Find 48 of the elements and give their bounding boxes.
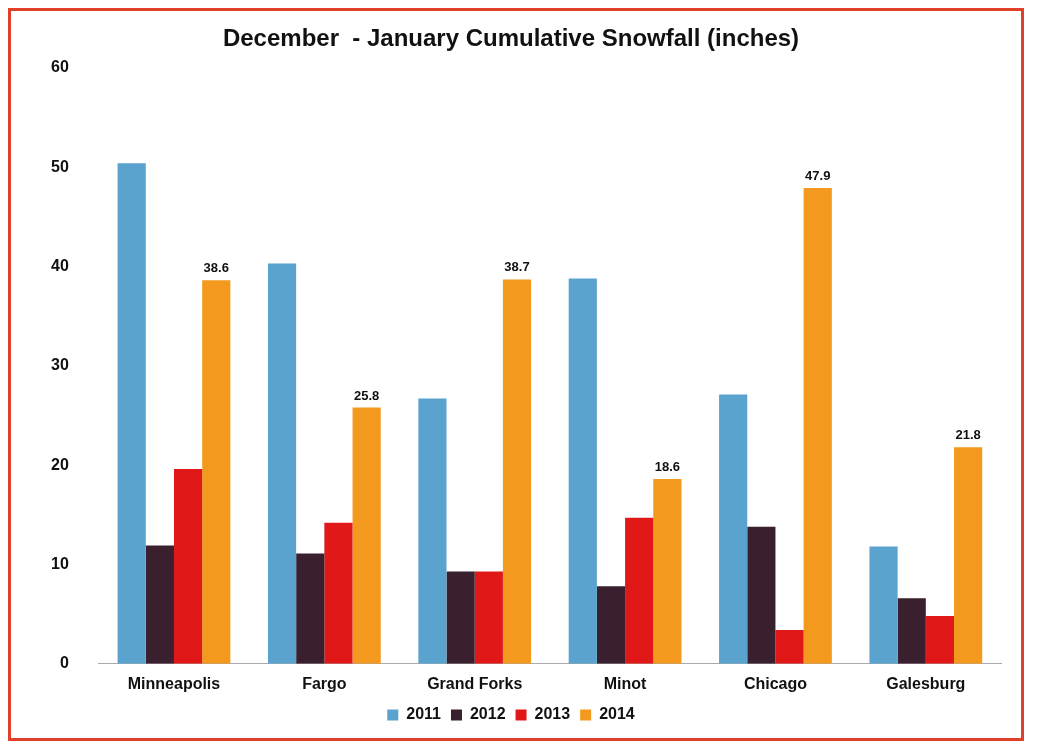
- legend-label: 2012: [469, 705, 506, 723]
- bar: [653, 479, 682, 664]
- bar: [117, 163, 146, 664]
- bar: [803, 187, 832, 664]
- x-tick-label: Grand Forks: [427, 674, 523, 692]
- bar: [474, 571, 503, 664]
- data-label: 18.6: [654, 459, 681, 475]
- data-label: 47.9: [805, 168, 831, 184]
- bar: [775, 630, 804, 664]
- bar: [418, 398, 447, 664]
- y-tick-label: 0: [59, 654, 69, 672]
- y-tick-label: 60: [51, 58, 69, 76]
- bar: [925, 616, 955, 664]
- legend-label: 2011: [406, 705, 442, 723]
- y-tick-label: 10: [51, 554, 69, 572]
- bar: [202, 280, 231, 664]
- legend-label: 2014: [599, 705, 635, 723]
- x-tick-label: Galesburg: [886, 674, 966, 692]
- bar: [173, 469, 203, 664]
- bar: [719, 394, 748, 664]
- x-tick-label: Minot: [603, 674, 648, 692]
- chart-title: December - January Cumulative Snowfall (inches): [222, 24, 800, 52]
- legend-label: 2013: [534, 705, 571, 723]
- data-label: 25.8: [353, 387, 380, 403]
- bar: [324, 522, 353, 664]
- bar: [568, 278, 597, 664]
- y-tick-label: 20: [51, 455, 69, 473]
- y-tick-label: 50: [51, 157, 69, 175]
- x-tick-label: Chicago: [743, 674, 808, 692]
- y-tick-label: 40: [51, 256, 69, 274]
- bar: [747, 526, 776, 664]
- bar: [954, 447, 983, 664]
- data-label: 38.7: [504, 259, 530, 275]
- data-label: 38.6: [203, 260, 229, 276]
- bar: [625, 517, 654, 664]
- bar: [145, 545, 174, 664]
- data-label: 21.8: [955, 427, 981, 443]
- bar: [267, 263, 297, 664]
- bar: [869, 546, 898, 664]
- bar: [897, 598, 926, 664]
- bar: [502, 279, 532, 664]
- bar: [596, 586, 626, 664]
- bar: [446, 571, 475, 664]
- bar: [296, 553, 325, 664]
- y-tick-label: 30: [51, 356, 69, 374]
- bar: [352, 407, 381, 664]
- x-tick-label: Minneapolis: [127, 674, 221, 692]
- x-tick-label: Fargo: [302, 674, 347, 692]
